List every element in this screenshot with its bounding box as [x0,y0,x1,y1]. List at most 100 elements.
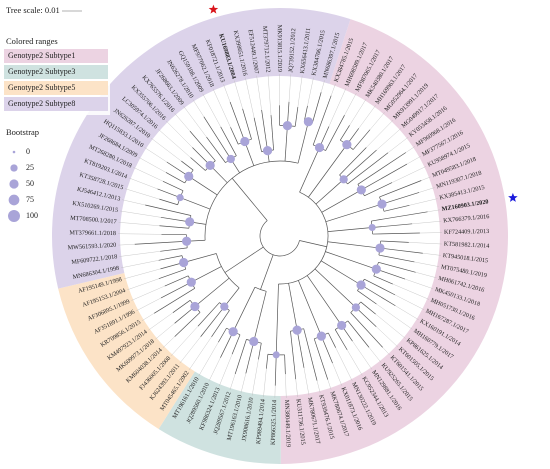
branch [203,116,232,160]
branch [179,197,211,210]
leaf-guide [183,105,207,138]
branch [373,275,393,285]
branch [234,339,247,375]
branch [231,334,241,355]
leaf-guide [327,379,332,390]
leaf-guide [376,326,399,348]
branch [334,329,348,351]
branch [296,330,305,368]
leaf-guide [251,359,259,396]
branch [327,241,381,249]
highlight-star [208,4,219,14]
bootstrap-node [368,223,376,232]
leaf-guide [174,112,191,132]
leaf-guide [366,119,394,148]
legend-item: 0 [26,147,30,156]
branch [350,312,383,348]
leaf-guide [118,222,160,226]
range-bands [52,7,508,464]
bootstrap-node [377,199,387,209]
legend-swatch [4,49,108,63]
branch [372,232,420,235]
branch [172,300,191,313]
leaf-guide [127,278,159,291]
leaf-guide [320,80,325,93]
branch [361,163,408,191]
leaf-guide [202,93,221,127]
leaf-guide [119,251,161,257]
branch [299,240,327,248]
branch [357,152,407,185]
branch [242,108,252,140]
leaf-guide [352,341,373,370]
bootstrap-node [240,136,250,147]
bootstrap-node [205,160,215,171]
branch [343,149,377,180]
branch [379,247,423,254]
branch [220,126,237,156]
leaf-guide [409,198,438,206]
bootstrap-node [226,154,235,164]
bootstrap-node [190,301,200,312]
leaf-guide [347,349,363,376]
branch [372,223,413,228]
ranges-title: Colored ranges [6,36,58,46]
branch [339,125,350,141]
leaf-guide [406,155,422,165]
leaf-guide [368,347,382,363]
leaf-guide [422,253,441,256]
leaf-guide [245,77,255,118]
branch [261,109,268,151]
branch [253,291,267,342]
leaf-guide [297,75,303,108]
leaf-label: MK913815.1/2019 [276,25,283,72]
branch [315,179,344,205]
branch [314,268,357,308]
legend-item: 25 [26,163,34,172]
branch [312,95,332,146]
branch [206,136,226,163]
branch [160,281,192,299]
branch [159,198,178,206]
leaf-guide [128,177,158,190]
bootstrap-node [342,140,352,150]
bootstrap-node [351,303,361,312]
legend-swatch [4,97,108,111]
leaf-guide [387,136,409,153]
branch [321,336,333,364]
range-band [52,7,351,289]
leaf-guide [263,368,267,398]
leaf-guide [330,83,336,96]
branch [174,312,201,337]
legend-bootstrap-circle [12,150,16,154]
branch [159,225,189,229]
leaf-guide [267,74,272,116]
bootstrap-node [179,257,189,268]
leaf-guide [123,268,161,280]
legend-item: 100 [26,211,38,220]
branch [352,129,371,150]
branch [190,157,206,171]
leaf-guide [412,220,442,225]
leaf-guide [229,373,236,391]
bootstrap-node [186,277,196,287]
branch [378,261,416,273]
branch [325,203,383,222]
leaf-guide [405,146,416,153]
leaf-label: MT379712.1/2012 [261,26,271,73]
leaf-guide [335,347,353,382]
bootstrap-node [228,327,238,337]
leaf-guide [208,357,221,382]
leaf-guide [404,278,434,289]
leaf-guide [427,209,440,213]
leaf-guide [133,167,164,182]
branch [376,268,406,280]
leaf-guide [415,272,437,279]
branch [232,287,256,332]
branch [380,240,409,243]
leaf-guide [150,137,182,162]
branch [220,331,234,358]
branch [160,216,190,223]
branch [245,341,255,374]
branch [304,105,308,121]
